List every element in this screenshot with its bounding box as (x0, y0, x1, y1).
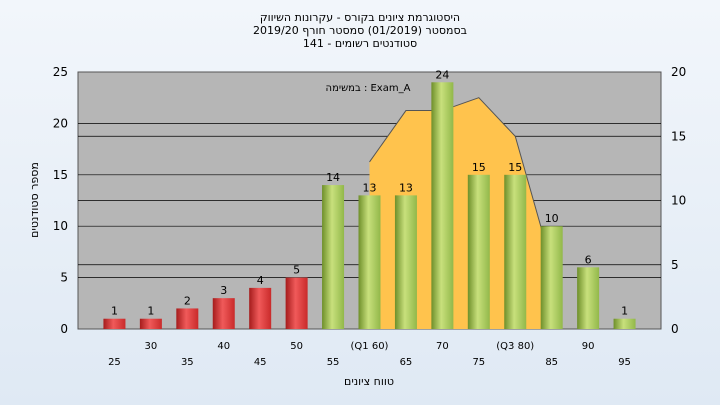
bar-25 (103, 318, 126, 329)
bar-value-label: 14 (326, 171, 340, 184)
x-tick-label: 75 (472, 357, 485, 368)
x-tick-label: 85 (545, 357, 558, 368)
bar-value-label: 2 (184, 294, 191, 307)
x-tick-label: 90 (582, 341, 595, 352)
x-tick-label: (Q3 80) (496, 341, 534, 352)
bar-value-label: 10 (545, 212, 559, 225)
y-axis-label: מספר סטודנטים (28, 162, 41, 238)
bar-90 (577, 267, 600, 329)
y-left-tick-label: 0 (60, 322, 68, 336)
x-axis-label: טווח ציונים (344, 375, 394, 388)
bar-value-label: 5 (293, 264, 300, 277)
chart-title-line-2: בסמסטר (01/2019) סמסטר חורף 2019/20 (253, 24, 467, 37)
bar-value-label: 1 (111, 305, 118, 318)
x-tick-label: 40 (217, 341, 230, 352)
bar-value-label: 15 (472, 161, 486, 174)
chart-title-line-3: סטודנטים רשומים - 141 (303, 37, 417, 50)
y-left-tick-label: 5 (60, 271, 68, 285)
bar-55 (322, 185, 345, 329)
y-right-tick-label: 0 (671, 322, 679, 336)
bar-30 (139, 318, 162, 329)
y-right-tick-label: 5 (671, 258, 679, 272)
area-outline (369, 97, 553, 265)
x-tick-label: 70 (436, 341, 449, 352)
bar-value-label: 1 (147, 305, 154, 318)
bar-85 (540, 226, 563, 329)
x-tick-label: 95 (618, 357, 631, 368)
bar-65 (394, 195, 417, 329)
x-tick-label: 45 (254, 357, 267, 368)
data-labels: 1 1 2 3 4 5 14 13 13 24 15 15 10 6 1 (111, 68, 628, 317)
y-right-tick-label: 10 (671, 194, 686, 208)
bar-50 (285, 277, 308, 329)
chart-title-line-1: היסטוגרמת ציונים בקורס - עקרונות השיווק (260, 11, 460, 24)
x-tick-label: 30 (145, 341, 158, 352)
bar-value-label: 24 (435, 68, 449, 81)
bar-value-label: 3 (220, 284, 227, 297)
bar-45 (249, 287, 272, 329)
bar-(Q3 80) (504, 174, 527, 329)
y-right-tick-label: 20 (671, 65, 686, 79)
x-tick-label: 35 (181, 357, 194, 368)
y-left-tick-label: 25 (53, 65, 68, 79)
x-tick-label: 65 (400, 357, 413, 368)
x-tick-label: 50 (290, 341, 303, 352)
bar-value-label: 13 (399, 181, 413, 194)
bar-series (103, 82, 636, 329)
x-tick-label: 55 (327, 357, 340, 368)
bar-value-label: 6 (585, 253, 592, 266)
y-left-tick-label: 15 (53, 168, 68, 182)
bar-40 (212, 298, 235, 329)
bar-35 (176, 308, 199, 329)
x-tick-label: 25 (108, 357, 121, 368)
bar-value-label: 15 (508, 161, 522, 174)
bar-value-label: 4 (257, 274, 264, 287)
bar-70 (431, 82, 454, 329)
bar-95 (613, 318, 636, 329)
y-right-tick-label: 15 (671, 129, 686, 143)
bar-(Q1 60) (358, 195, 381, 329)
in-chart-annotation: במשימה : Exam_A (326, 83, 411, 94)
y-left-tick-label: 10 (53, 219, 68, 233)
y-left-tick-label: 20 (53, 116, 68, 130)
x-tick-label: (Q1 60) (351, 341, 389, 352)
bar-value-label: 1 (621, 305, 628, 318)
bar-value-label: 13 (363, 181, 377, 194)
bar-75 (467, 174, 490, 329)
